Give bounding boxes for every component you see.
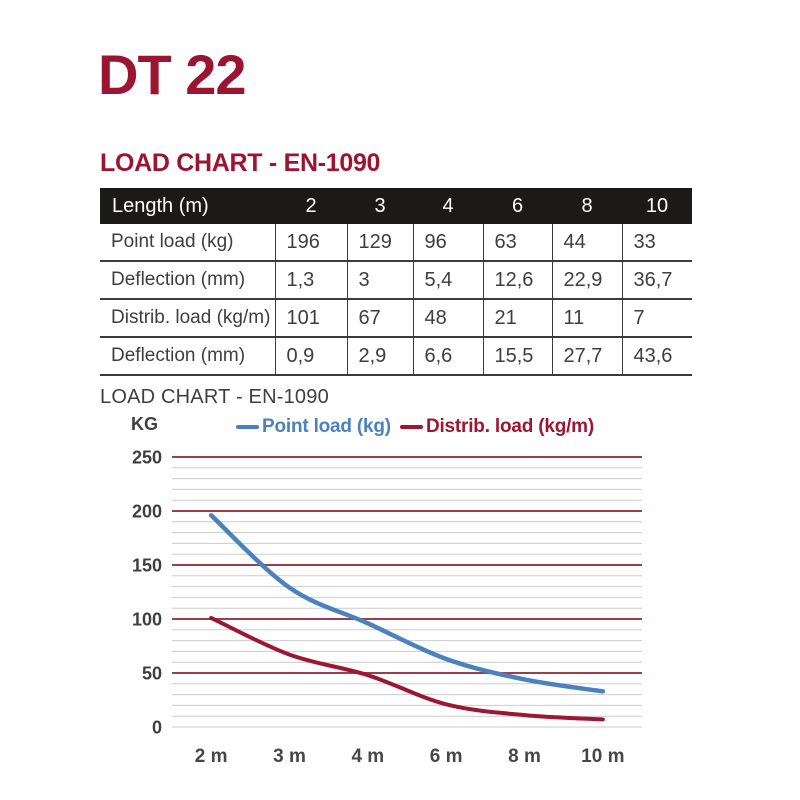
svg-text:4 m: 4 m — [351, 746, 384, 767]
table-cell: 6,6 — [412, 337, 483, 376]
table-cell: 0,9 — [274, 337, 347, 376]
svg-text:50: 50 — [142, 664, 162, 684]
svg-text:3 m: 3 m — [273, 746, 306, 767]
table-cell: 5,4 — [412, 261, 483, 300]
table-row: Distrib. load (kg/m) 101 67 48 21 11 7 — [100, 299, 692, 338]
table-cell: 67 — [346, 299, 413, 338]
svg-text:2 m: 2 m — [195, 746, 228, 767]
table-cell: 27,7 — [551, 337, 622, 376]
table-header-length: Length (m) — [100, 188, 275, 224]
table-cell: 3 — [346, 261, 413, 300]
table-cell: 12,6 — [482, 261, 552, 300]
svg-text:8 m: 8 m — [508, 746, 541, 767]
chart-heading: LOAD CHART - EN-1090 — [100, 386, 329, 408]
table-header-col: 10 — [622, 188, 692, 224]
svg-text:10 m: 10 m — [581, 746, 624, 767]
page-title: DT 22 — [98, 43, 246, 106]
row-label: Deflection (mm) — [100, 261, 275, 300]
table-cell: 196 — [274, 224, 347, 262]
chart-y-axis-label: KG — [131, 414, 158, 434]
chart-legend: Point load (kg) Distrib. load (kg/m) — [236, 416, 594, 438]
svg-text:100: 100 — [132, 610, 162, 630]
load-chart-table: Length (m) 2 3 4 6 8 10 Point load (kg) … — [100, 188, 692, 376]
svg-text:250: 250 — [132, 448, 162, 468]
legend-dash-point-load-icon — [236, 425, 259, 429]
table-cell: 63 — [482, 224, 552, 262]
table-header-col: 3 — [347, 188, 413, 224]
svg-text:200: 200 — [132, 502, 162, 522]
table-cell: 21 — [482, 299, 552, 338]
table-cell: 96 — [412, 224, 483, 262]
row-label: Distrib. load (kg/m) — [100, 299, 275, 338]
table-cell: 43,6 — [621, 337, 692, 376]
table-cell: 22,9 — [551, 261, 622, 300]
table-cell: 129 — [346, 224, 413, 262]
table-header-col: 4 — [413, 188, 483, 224]
table-cell: 1,3 — [274, 261, 347, 300]
table-cell: 48 — [412, 299, 483, 338]
section-heading: LOAD CHART - EN-1090 — [100, 149, 381, 177]
table-header-col: 8 — [552, 188, 622, 224]
svg-text:150: 150 — [132, 556, 162, 576]
table-cell: 2,9 — [346, 337, 413, 376]
table-row: Point load (kg) 196 129 96 63 44 33 — [100, 224, 692, 262]
svg-text:0: 0 — [152, 718, 162, 738]
table-header-col: 6 — [483, 188, 552, 224]
table-cell: 15,5 — [482, 337, 552, 376]
table-cell: 101 — [274, 299, 347, 338]
table-row: Deflection (mm) 0,9 2,9 6,6 15,5 27,7 43… — [100, 337, 692, 376]
row-label: Point load (kg) — [100, 224, 275, 262]
table-header-col: 2 — [275, 188, 347, 224]
legend-label-distrib-load: Distrib. load (kg/m) — [425, 416, 595, 437]
table-header-row: Length (m) 2 3 4 6 8 10 — [100, 188, 692, 224]
table-cell: 36,7 — [621, 261, 692, 300]
load-line-chart: 0 50 100 150 200 250 2 m 3 m 4 m 6 m 8 m 10 m — [132, 448, 642, 767]
table-cell: 7 — [621, 299, 692, 338]
table-cell: 11 — [551, 299, 622, 338]
legend-label-point-load: Point load (kg) — [262, 416, 391, 437]
table-cell: 44 — [551, 224, 622, 262]
table-cell: 33 — [621, 224, 692, 262]
table-row: Deflection (mm) 1,3 3 5,4 12,6 22,9 36,7 — [100, 261, 692, 300]
row-label: Deflection (mm) — [100, 337, 275, 376]
legend-dash-distrib-load-icon — [399, 425, 423, 429]
svg-text:6 m: 6 m — [430, 746, 463, 767]
